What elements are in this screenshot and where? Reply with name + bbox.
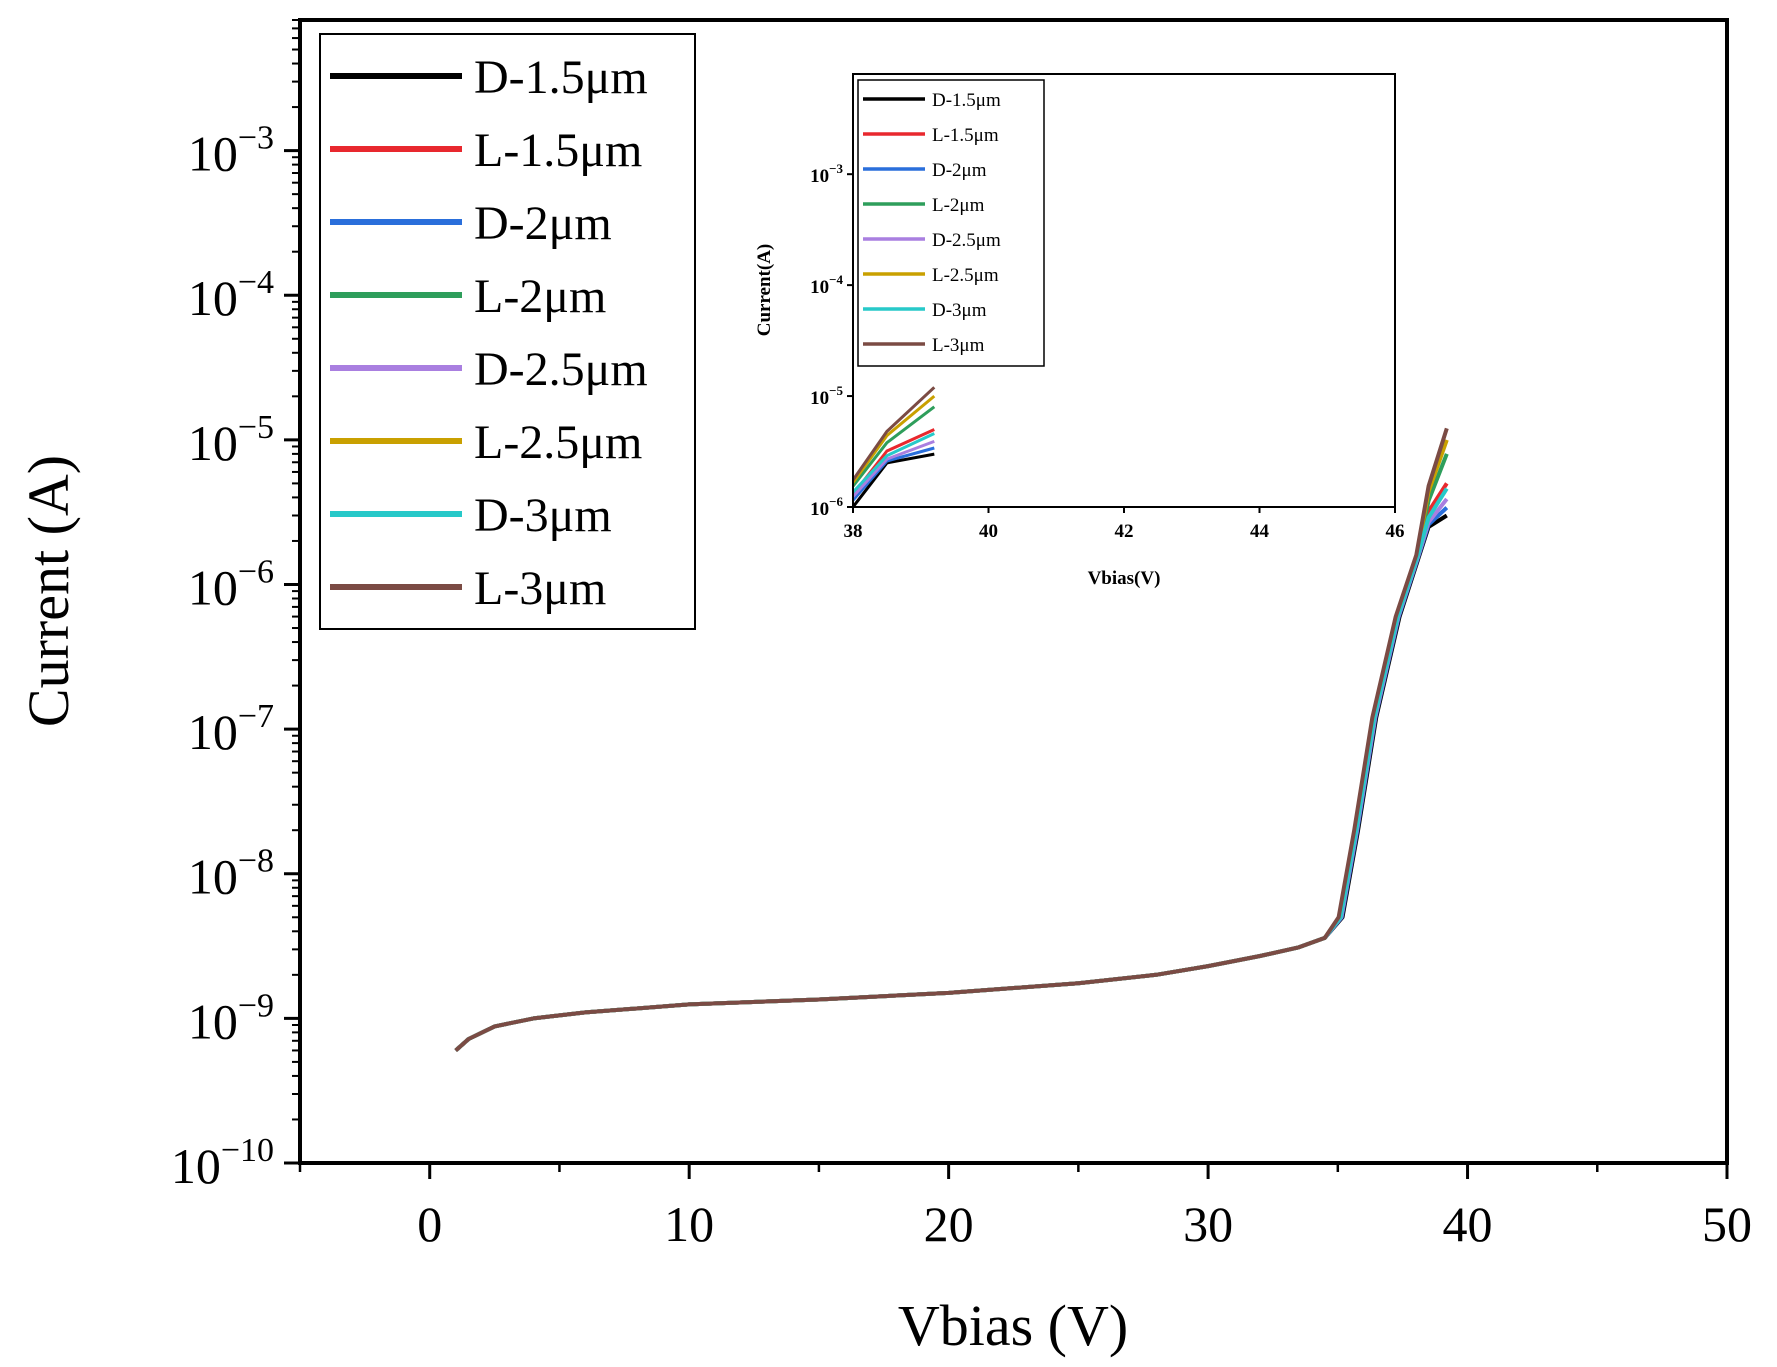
main-y-tick-label: 10−5 — [188, 409, 274, 471]
main-legend-label: L-2μm — [474, 270, 606, 323]
main-y-tick-label: 10−3 — [188, 120, 274, 182]
inset-legend-label: D-2.5μm — [932, 230, 1001, 251]
main-x-tick-label: 40 — [1443, 1196, 1493, 1252]
inset-legend-label: L-1.5μm — [932, 125, 999, 146]
inset-series-line-3 — [853, 405, 936, 488]
inset-series-line-4 — [853, 439, 935, 498]
inset-y-tick-label: 10−6 — [810, 494, 843, 520]
main-legend: D-1.5μm L-1.5μm D-2μm L-2μm D-2.5μm L-2.5μm D-… — [319, 33, 696, 630]
inset-chart: 38 40 42 44 46 10−6 10−5 10−4 10−3 Vbias(V) Curr… — [754, 73, 1405, 589]
main-y-tick-label: 10−10 — [171, 1132, 274, 1194]
main-legend-label: D-1.5μm — [474, 51, 648, 104]
inset-x-tick-label: 38 — [844, 521, 863, 542]
inset-x-tick-label: 40 — [979, 521, 998, 542]
inset-legend-box — [857, 79, 1045, 367]
inset-axis-ticks: 38 40 42 44 46 10−6 10−5 10−4 10−3 — [810, 161, 1404, 542]
main-legend-box — [319, 33, 696, 630]
main-y-tick-label: 10−9 — [188, 987, 274, 1049]
main-chart: 0 10 20 30 40 50 10−10 10−9 10−8 10−7 10−6 10−5 10−4… — [16, 18, 1752, 1358]
main-y-tick-label: 10−6 — [188, 553, 274, 615]
main-x-tick-label: 50 — [1702, 1196, 1752, 1252]
main-legend-label: D-2.5μm — [474, 343, 648, 396]
inset-series-line-7 — [853, 386, 936, 481]
inset-x-tick-label: 44 — [1250, 521, 1270, 542]
main-legend-label: L-3μm — [474, 562, 606, 615]
main-x-tick-label: 30 — [1183, 1196, 1233, 1252]
main-y-axis-label: Current (A) — [16, 455, 81, 727]
main-y-tick-label: 10−7 — [188, 698, 274, 760]
main-x-tick-label: 0 — [417, 1196, 442, 1252]
inset-x-tick-label: 46 — [1386, 521, 1405, 542]
main-axis-ticks: 0 10 20 30 40 50 10−10 10−9 10−8 10−7 10−6 10−5 10−4… — [171, 19, 1752, 1252]
inset-legend-label: L-2μm — [932, 195, 985, 216]
inset-legend-label: D-2μm — [932, 160, 987, 181]
inset-y-axis-label: Current(A) — [754, 244, 775, 337]
inset-series-line-5 — [853, 394, 936, 484]
inset-y-tick-label: 10−4 — [810, 272, 843, 298]
main-legend-label: L-1.5μm — [474, 124, 642, 177]
main-y-tick-label: 10−8 — [188, 843, 274, 905]
main-series-group — [454, 427, 1449, 1052]
main-x-tick-label: 20 — [924, 1196, 974, 1252]
inset-y-tick-label: 10−3 — [810, 161, 843, 187]
main-y-tick-label: 10−4 — [188, 264, 274, 326]
inset-legend-label: L-3μm — [932, 335, 985, 356]
inset-legend-label: L-2.5μm — [932, 265, 999, 286]
main-legend-label: L-2.5μm — [474, 416, 642, 469]
inset-legend-label: D-1.5μm — [932, 90, 1001, 111]
main-legend-label: D-3μm — [474, 489, 612, 542]
inset-legend-label: D-3μm — [932, 300, 987, 321]
main-series-line-7 — [454, 427, 1449, 1052]
main-x-tick-label: 10 — [664, 1196, 714, 1252]
main-legend-label: D-2μm — [474, 197, 612, 250]
inset-series-group — [853, 386, 936, 507]
main-x-axis-label: Vbias (V) — [898, 1293, 1128, 1358]
inset-x-axis-label: Vbias(V) — [1088, 568, 1161, 589]
inset-x-tick-label: 42 — [1115, 521, 1134, 542]
inset-y-tick-label: 10−5 — [810, 383, 843, 409]
inset-series-line-6 — [853, 432, 935, 494]
inset-legend: D-1.5μm L-1.5μm D-2μm L-2μm D-2.5μm L-2.5μm D-… — [857, 79, 1045, 367]
